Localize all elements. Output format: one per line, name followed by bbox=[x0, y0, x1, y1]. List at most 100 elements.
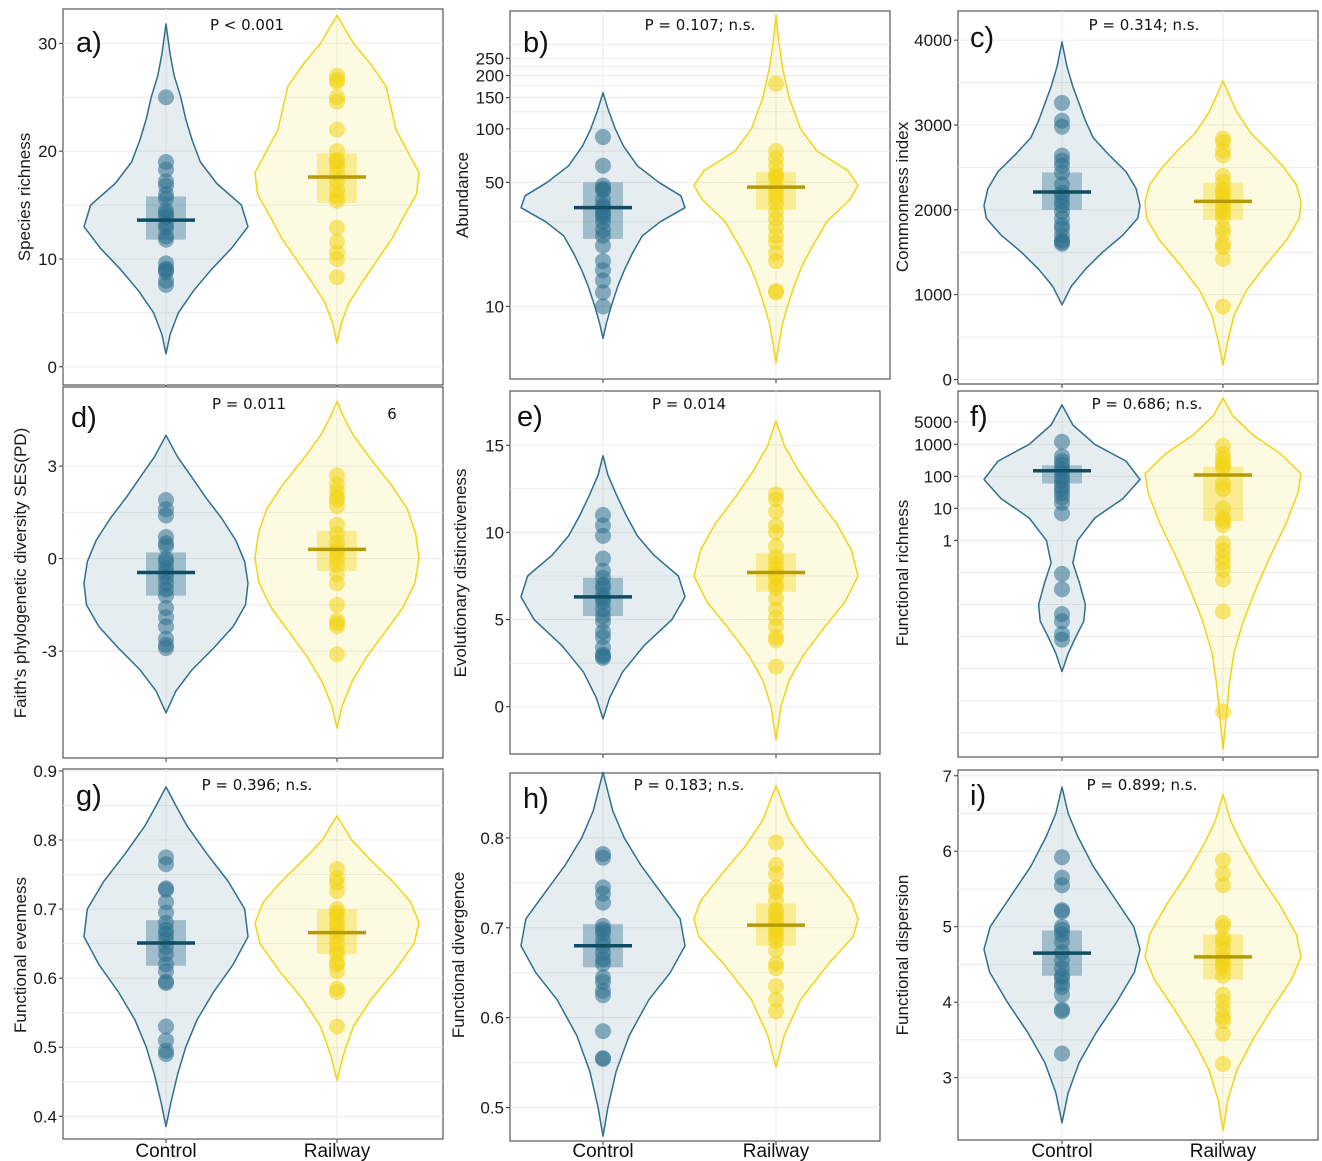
data-point bbox=[1054, 631, 1070, 648]
p-value-label: P = 0.686; n.s. bbox=[1092, 395, 1203, 413]
data-point bbox=[329, 219, 345, 236]
data-point bbox=[158, 1046, 174, 1063]
series-control bbox=[520, 91, 686, 340]
series-control bbox=[83, 786, 249, 1128]
data-point bbox=[1215, 298, 1231, 315]
panel-annotation: 6 bbox=[387, 405, 397, 423]
y-tick-label: 5 bbox=[495, 611, 504, 630]
data-point bbox=[768, 991, 784, 1008]
data-point bbox=[768, 1003, 784, 1020]
data-point bbox=[1054, 565, 1070, 582]
y-tick-label: 4 bbox=[943, 993, 952, 1012]
data-point bbox=[158, 190, 174, 207]
panel-frame bbox=[62, 8, 444, 386]
series-control bbox=[83, 434, 249, 714]
series-control bbox=[983, 786, 1141, 1124]
panel-letter: h) bbox=[523, 783, 549, 815]
data-point bbox=[595, 987, 611, 1004]
data-point bbox=[1054, 849, 1070, 866]
data-point bbox=[329, 192, 345, 209]
data-point bbox=[768, 524, 784, 541]
y-tick-label: 5 bbox=[943, 918, 952, 937]
data-point bbox=[1215, 147, 1231, 164]
series-railway bbox=[693, 420, 859, 741]
data-point bbox=[768, 284, 784, 301]
panel-g: 0.4 0.5 0.6 0.7 0.8 0.9 Functional evenness g) P… bbox=[11, 762, 444, 1143]
data-point bbox=[329, 596, 345, 613]
data-point bbox=[329, 93, 345, 110]
series-railway bbox=[254, 400, 420, 729]
panel-frame bbox=[509, 772, 881, 1142]
panel-letter: c) bbox=[970, 22, 994, 54]
data-point bbox=[595, 1051, 611, 1068]
data-point bbox=[158, 640, 174, 657]
y-tick-label: 0.5 bbox=[480, 1099, 504, 1118]
panel-frame bbox=[62, 768, 444, 1140]
y-tick-label: 1 bbox=[943, 531, 952, 550]
data-point bbox=[329, 269, 345, 286]
y-tick-label: 0 bbox=[48, 358, 57, 377]
y-tick-label: 7 bbox=[943, 767, 952, 786]
y-tick-label: 3 bbox=[48, 457, 57, 476]
x-category-label: Railway bbox=[304, 1141, 371, 1161]
data-point bbox=[768, 503, 784, 520]
p-value-label: P = 0.107; n.s. bbox=[645, 16, 756, 34]
p-value-label: P = 0.183; n.s. bbox=[634, 776, 745, 794]
data-point bbox=[1215, 877, 1231, 894]
data-point bbox=[1054, 433, 1070, 450]
y-tick-label: 10 bbox=[485, 297, 504, 316]
y-tick-label: 20 bbox=[38, 142, 57, 161]
data-point bbox=[158, 1018, 174, 1035]
y-tick-label: 100 bbox=[924, 467, 952, 486]
y-tick-label: 0 bbox=[495, 698, 504, 717]
y-tick-label: 3000 bbox=[914, 116, 952, 135]
panel-letter: d) bbox=[71, 402, 97, 434]
y-tick-label: 4000 bbox=[914, 31, 952, 50]
series-railway bbox=[1144, 397, 1302, 751]
series-railway bbox=[254, 815, 420, 1082]
y-tick-label: 0.8 bbox=[33, 831, 57, 850]
data-point bbox=[1215, 481, 1231, 498]
p-value-label: P = 0.314; n.s. bbox=[1089, 16, 1200, 34]
data-point bbox=[329, 498, 345, 515]
x-category-label: Control bbox=[572, 1141, 633, 1161]
data-point bbox=[1054, 986, 1070, 1003]
x-category-label: Railway bbox=[743, 1141, 810, 1161]
data-point bbox=[1054, 235, 1070, 252]
y-tick-label: 0.5 bbox=[33, 1038, 57, 1057]
data-point bbox=[1215, 865, 1231, 882]
series-control bbox=[983, 41, 1141, 306]
data-point bbox=[1215, 603, 1231, 620]
y-tick-label: 50 bbox=[485, 173, 504, 192]
y-tick-label: 0 bbox=[943, 370, 952, 389]
series-railway bbox=[254, 14, 420, 344]
data-point bbox=[768, 834, 784, 851]
y-axis-title: Evolutionary distinctiveness bbox=[451, 469, 470, 678]
data-point bbox=[329, 618, 345, 635]
series-railway bbox=[1144, 80, 1302, 366]
data-point bbox=[329, 251, 345, 267]
data-point bbox=[768, 491, 784, 508]
p-value-label: P < 0.001 bbox=[210, 16, 284, 34]
series-control bbox=[983, 404, 1141, 673]
data-point bbox=[158, 276, 174, 293]
panel-letter: f) bbox=[970, 401, 988, 433]
data-point bbox=[595, 649, 611, 666]
data-point bbox=[329, 575, 345, 592]
y-tick-label: 0.9 bbox=[33, 762, 57, 781]
data-point bbox=[329, 963, 345, 980]
data-point bbox=[329, 74, 345, 91]
p-value-label: P = 0.899; n.s. bbox=[1087, 776, 1198, 794]
data-point bbox=[329, 983, 345, 1000]
data-point bbox=[158, 618, 174, 635]
data-point bbox=[1054, 613, 1070, 630]
data-point bbox=[1054, 581, 1070, 598]
y-tick-label: 150 bbox=[476, 89, 504, 108]
data-point bbox=[1054, 1003, 1070, 1020]
panel-letter: i) bbox=[970, 780, 986, 812]
panel-i: 3 4 5 6 7 Functional dispersion i) P = 0.899; n… bbox=[893, 767, 1319, 1144]
data-point bbox=[1215, 1056, 1231, 1073]
data-point bbox=[595, 1023, 611, 1040]
